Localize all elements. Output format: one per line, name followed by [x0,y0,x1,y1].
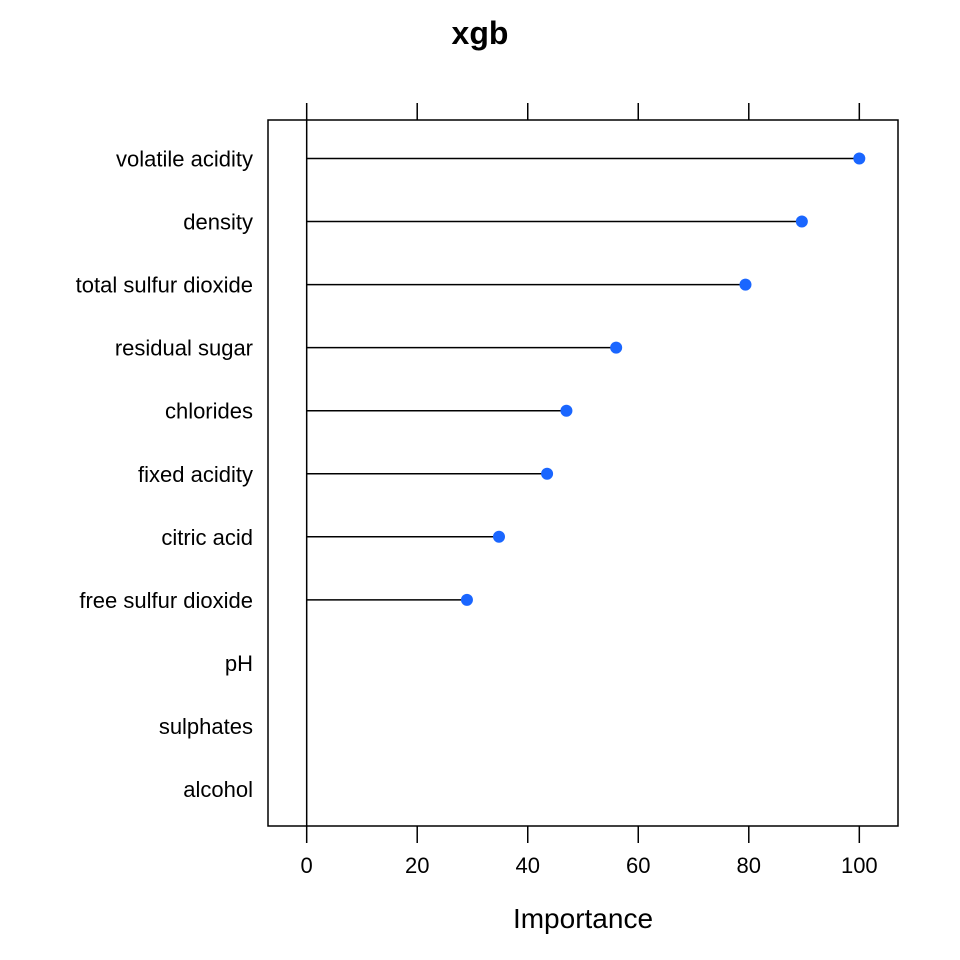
x-tick-label: 100 [841,853,878,878]
importance-point [739,278,752,291]
feature-label: citric acid [161,525,253,550]
importance-point [560,404,573,417]
feature-label: volatile acidity [116,147,253,172]
importance-segments [306,157,860,601]
x-tick-label: 20 [405,853,429,878]
feature-label: chlorides [165,399,253,424]
importance-point [493,530,505,543]
feature-label: alcohol [183,777,253,802]
x-axis-tick-labels: 0 20 40 60 80 100 [301,853,878,878]
feature-label: pH [225,651,253,676]
chart-title: xgb [452,15,509,51]
top-axis-ticks [305,103,861,120]
importance-point [460,593,473,606]
x-tick-label: 40 [515,853,539,878]
importance-point [795,215,808,228]
bottom-axis-ticks [305,826,861,843]
importance-point [853,152,866,165]
plot-frame [267,119,899,827]
importance-points [460,152,866,606]
x-tick-label: 80 [737,853,761,878]
feature-labels: volatile acidity density total sulfur diox… [76,147,253,803]
importance-point [541,467,554,480]
feature-label: free sulfur dioxide [79,588,253,613]
x-tick-label: 60 [626,853,650,878]
x-tick-label: 0 [301,853,313,878]
feature-label: density [183,210,253,235]
feature-label: sulphates [159,714,253,739]
feature-label: residual sugar [115,336,253,361]
feature-label: total sulfur dioxide [76,273,253,298]
feature-label: fixed acidity [138,462,253,487]
x-axis-label: Importance [513,903,653,934]
importance-point [610,341,623,354]
